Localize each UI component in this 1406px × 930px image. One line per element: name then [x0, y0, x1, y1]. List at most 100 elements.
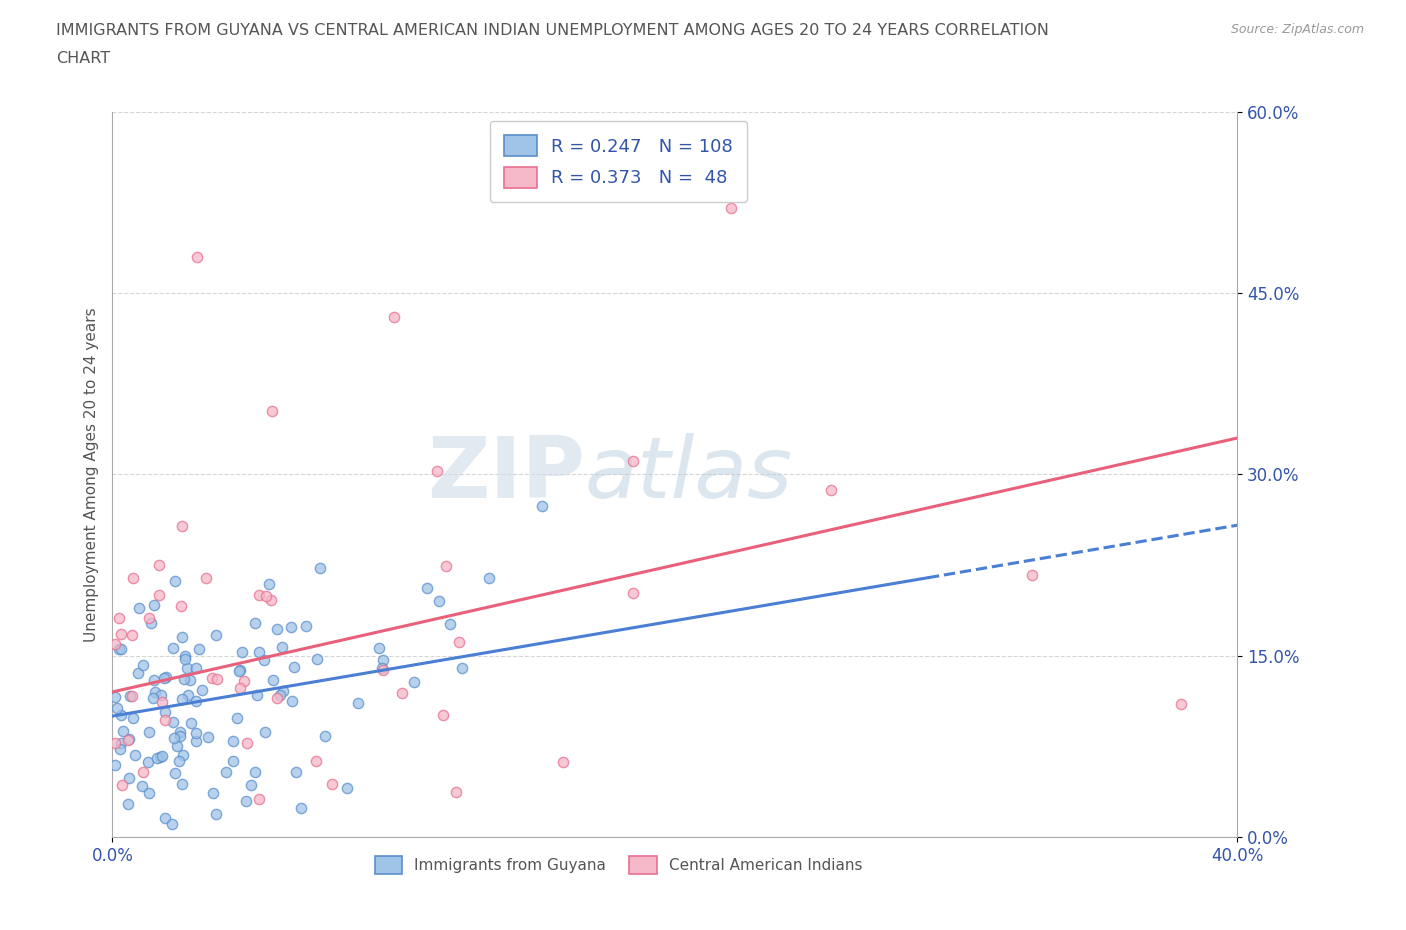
Point: [105, 701, 128, 716]
Point: [169, 728, 191, 743]
Point: [197, 729, 219, 744]
Point: [284, 764, 307, 779]
Point: [243, 616, 266, 631]
Point: [368, 640, 391, 655]
Point: [321, 777, 343, 791]
Point: [136, 755, 159, 770]
Point: [222, 733, 245, 748]
Point: [270, 639, 292, 654]
Point: [186, 249, 208, 264]
Point: [172, 748, 194, 763]
Point: [179, 672, 201, 687]
Point: [260, 404, 283, 418]
Point: [128, 600, 150, 615]
Point: [240, 777, 263, 792]
Point: [184, 734, 207, 749]
Point: [254, 589, 277, 604]
Point: [107, 610, 129, 625]
Point: [307, 652, 329, 667]
Legend: Immigrants from Guyana, Central American Indians: Immigrants from Guyana, Central American…: [368, 850, 869, 880]
Point: [120, 689, 142, 704]
Point: [551, 754, 574, 769]
Point: [233, 674, 256, 689]
Point: [121, 628, 143, 643]
Point: [118, 771, 141, 786]
Text: CHART: CHART: [56, 51, 110, 66]
Point: [247, 645, 270, 660]
Point: [280, 619, 302, 634]
Point: [152, 671, 174, 685]
Point: [262, 672, 284, 687]
Point: [266, 690, 288, 705]
Point: [235, 794, 257, 809]
Point: [308, 561, 330, 576]
Point: [180, 716, 202, 731]
Point: [229, 681, 252, 696]
Point: [246, 687, 269, 702]
Point: [283, 659, 305, 674]
Point: [170, 777, 193, 791]
Point: [104, 690, 127, 705]
Point: [104, 758, 127, 773]
Point: [110, 627, 132, 642]
Text: ZIP: ZIP: [427, 432, 585, 516]
Point: [1170, 697, 1192, 711]
Point: [163, 765, 186, 780]
Point: [416, 581, 439, 596]
Point: [148, 558, 170, 573]
Text: IMMIGRANTS FROM GUYANA VS CENTRAL AMERICAN INDIAN UNEMPLOYMENT AMONG AGES 20 TO : IMMIGRANTS FROM GUYANA VS CENTRAL AMERIC…: [56, 23, 1049, 38]
Text: Source: ZipAtlas.com: Source: ZipAtlas.com: [1230, 23, 1364, 36]
Point: [163, 730, 186, 745]
Point: [336, 780, 359, 795]
Point: [107, 642, 129, 657]
Point: [173, 671, 195, 686]
Point: [402, 674, 425, 689]
Point: [347, 696, 370, 711]
Point: [228, 664, 250, 679]
Point: [269, 688, 291, 703]
Point: [314, 728, 336, 743]
Point: [820, 483, 842, 498]
Point: [231, 644, 253, 659]
Point: [145, 751, 167, 765]
Point: [162, 715, 184, 730]
Point: [170, 519, 193, 534]
Point: [305, 754, 328, 769]
Point: [124, 748, 146, 763]
Point: [104, 736, 127, 751]
Point: [153, 704, 176, 719]
Point: [229, 663, 252, 678]
Point: [131, 658, 153, 672]
Point: [117, 732, 139, 747]
Point: [434, 558, 457, 573]
Point: [371, 653, 394, 668]
Point: [112, 724, 135, 738]
Point: [202, 785, 225, 800]
Point: [222, 753, 245, 768]
Point: [451, 660, 474, 675]
Point: [110, 708, 132, 723]
Point: [162, 641, 184, 656]
Point: [110, 736, 132, 751]
Point: [104, 637, 127, 652]
Point: [169, 754, 191, 769]
Point: [530, 498, 553, 513]
Point: [253, 724, 276, 739]
Point: [155, 670, 177, 684]
Point: [127, 666, 149, 681]
Point: [150, 749, 173, 764]
Point: [142, 690, 165, 705]
Point: [427, 593, 450, 608]
Point: [184, 725, 207, 740]
Point: [162, 817, 184, 831]
Point: [121, 711, 143, 725]
Point: [444, 784, 467, 799]
Point: [132, 765, 155, 780]
Point: [259, 593, 281, 608]
Point: [143, 672, 166, 687]
Point: [247, 588, 270, 603]
Point: [214, 764, 236, 779]
Point: [143, 598, 166, 613]
Point: [176, 660, 198, 675]
Point: [391, 685, 413, 700]
